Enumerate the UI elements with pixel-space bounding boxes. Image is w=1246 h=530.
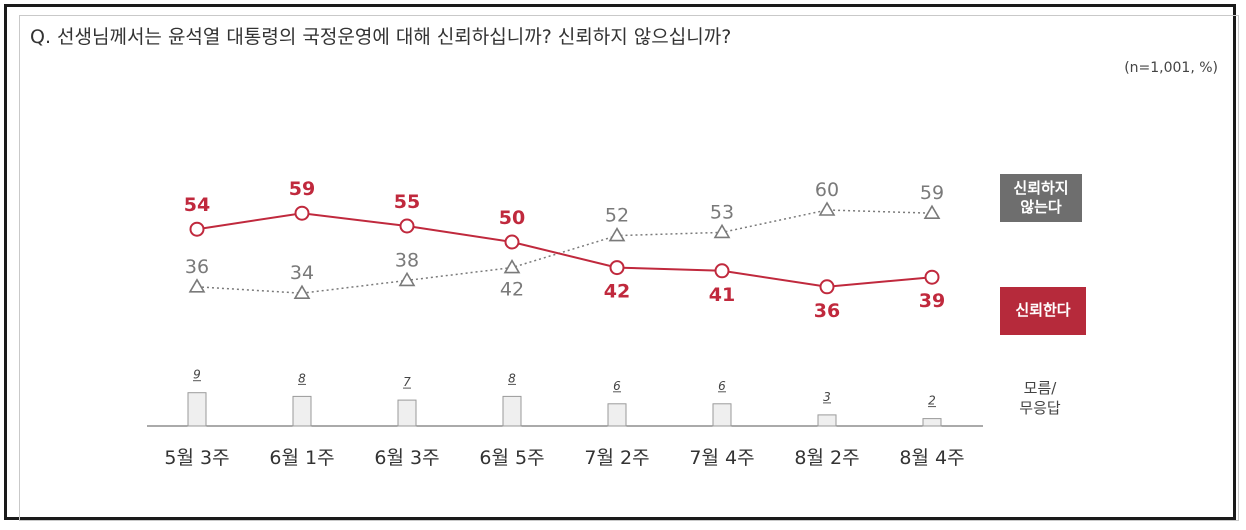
trust-marker	[924, 269, 940, 285]
x-tick-label: 6월 5주	[479, 447, 544, 469]
x-tick-label: 8월 4주	[899, 447, 964, 469]
distrust-value-label: 59	[920, 182, 944, 204]
trust-value-label: 55	[394, 191, 420, 213]
distrust-marker	[293, 284, 311, 300]
trust-value-label: 39	[919, 290, 945, 312]
legend-distrust-line1: 신뢰하지	[1013, 178, 1069, 197]
unknown-value-label: 2	[928, 394, 936, 408]
legend-distrust-line2: 않는다	[1020, 198, 1062, 216]
x-tick-label: 6월 3주	[374, 447, 439, 469]
trust-value-label: 41	[709, 284, 735, 306]
trust-value-label: 42	[604, 281, 630, 303]
distrust-value-label: 42	[500, 279, 524, 301]
chart-inner-border	[19, 15, 1239, 521]
distrust-value-label: 53	[710, 201, 734, 223]
unknown-value-label: 7	[403, 375, 411, 389]
distrust-marker	[188, 278, 206, 293]
x-tick-label: 5월 3주	[164, 447, 229, 469]
trust-value-label: 59	[289, 178, 315, 200]
distrust-marker	[608, 227, 626, 242]
unknown-bar	[607, 403, 627, 427]
distrust-marker	[398, 271, 416, 287]
unknown-value-label: 8	[298, 371, 306, 385]
unknown-bar	[187, 392, 207, 427]
trust-value-label: 36	[814, 300, 840, 322]
trust-marker	[609, 260, 625, 276]
trust-marker	[714, 263, 730, 279]
x-tick-label: 7월 2주	[584, 447, 649, 469]
unknown-value-label: 8	[508, 371, 516, 385]
unknown-bar	[922, 418, 942, 427]
distrust-value-label: 52	[605, 205, 629, 227]
unknown-bar	[502, 395, 522, 427]
unknown-bar	[292, 395, 312, 427]
unknown-value-label: 9	[193, 368, 201, 382]
sample-size-note: (n=1,001, %)	[1124, 60, 1218, 76]
unknown-value-label: 6	[718, 379, 726, 393]
x-tick-label: 8월 2주	[794, 447, 859, 469]
x-tick-label: 6월 1주	[269, 447, 334, 469]
unknown-bar	[712, 403, 732, 427]
distrust-value-label: 60	[815, 179, 839, 201]
trust-marker	[819, 279, 835, 295]
distrust-marker	[503, 259, 521, 274]
x-tick-label: 7월 4주	[689, 447, 754, 469]
unknown-value-label: 3	[823, 390, 831, 404]
unknown-bar	[817, 414, 837, 427]
trust-marker	[399, 218, 415, 234]
trust-marker	[504, 234, 520, 250]
legend-distrust: 신뢰하지 않는다	[1000, 174, 1082, 222]
unknown-value-label: 6	[613, 379, 621, 393]
distrust-value-label: 34	[290, 262, 314, 284]
legend-unknown: 모름/ 무응답	[1010, 378, 1070, 419]
unknown-bar	[397, 399, 417, 427]
trust-series-line	[196, 212, 933, 288]
legend-unknown-line1: 모름/	[1023, 379, 1057, 397]
legend-trust: 신뢰한다	[1000, 287, 1086, 335]
legend-unknown-line2: 무응답	[1019, 399, 1061, 418]
distrust-value-label: 36	[185, 256, 209, 278]
trust-marker	[189, 221, 205, 237]
distrust-value-label: 38	[395, 249, 419, 271]
survey-question: Q. 선생님께서는 윤석열 대통령의 국정운영에 대해 신뢰하십니까? 신뢰하지…	[30, 26, 732, 48]
trust-value-label: 50	[499, 207, 525, 229]
trust-value-label: 54	[184, 194, 210, 216]
distrust-marker	[818, 201, 836, 216]
distrust-series-line	[196, 209, 933, 294]
distrust-marker	[713, 223, 731, 239]
distrust-marker	[923, 204, 941, 219]
trust-marker	[294, 205, 310, 221]
